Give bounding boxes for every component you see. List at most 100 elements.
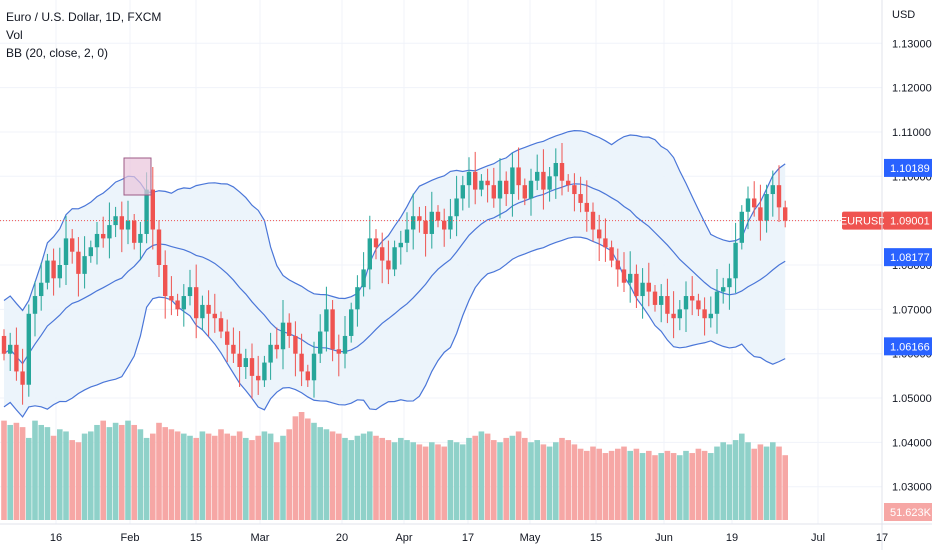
volume-bar: [205, 433, 212, 520]
candle-body: [386, 260, 391, 270]
candle: [776, 165, 782, 222]
volume-bar: [360, 433, 367, 520]
volume-bar: [559, 437, 565, 520]
candle: [299, 333, 304, 387]
volume-bar: [69, 440, 75, 520]
candle: [454, 175, 459, 237]
candle-body: [225, 331, 230, 345]
volume-bar: [484, 433, 491, 520]
candle: [330, 300, 335, 362]
volume-bar: [131, 424, 137, 520]
candle-body: [63, 238, 69, 265]
candle-body: [466, 171, 472, 186]
volume-bar: [503, 437, 509, 520]
candle-body: [783, 207, 788, 221]
candle-body: [32, 296, 38, 314]
volume-bar: [460, 444, 466, 520]
volume-bar: [391, 442, 398, 520]
volume-bar: [1, 420, 7, 520]
candle: [497, 158, 503, 219]
volume-bar: [695, 448, 702, 520]
candle-body: [541, 171, 546, 190]
candle-body: [528, 180, 534, 199]
volume-bar: [106, 427, 113, 520]
time-tick-label: Apr: [395, 532, 412, 544]
symbol-title[interactable]: Euro / U.S. Dollar, 1D, FXCM: [6, 10, 162, 24]
candle-body: [163, 265, 168, 297]
candle: [119, 201, 124, 253]
candle-body: [8, 344, 13, 354]
volume-indicator-label[interactable]: Vol: [6, 28, 23, 42]
candle: [218, 311, 224, 339]
volume-bars: [1, 412, 788, 520]
candle: [274, 327, 279, 359]
candle-body: [82, 256, 87, 274]
volume-bar: [701, 450, 708, 520]
volume-bar: [267, 433, 274, 520]
candle-body: [584, 202, 589, 212]
candle: [57, 247, 62, 288]
volume-bar: [745, 442, 751, 520]
candle: [559, 143, 565, 196]
candle: [634, 264, 639, 309]
volume-bar: [280, 435, 286, 520]
time-axis[interactable]: 16 Feb 15 Mar 20 Apr 17 May 15 Jun 19 Jul 17: [0, 523, 932, 544]
bb-basis-line: [3, 183, 786, 365]
candle: [169, 276, 174, 316]
volume-bar: [298, 412, 305, 520]
volume-bar: [646, 450, 652, 520]
candle-body: [119, 216, 124, 230]
candle: [175, 293, 180, 316]
candle: [578, 176, 583, 213]
candle: [485, 168, 490, 203]
price-tick-label: 1.05000: [892, 393, 932, 405]
candle-body: [132, 220, 137, 243]
price-axis[interactable]: USD1.130001.120001.110001.100001.090001.…: [881, 0, 932, 550]
volume-bar: [515, 431, 522, 520]
candle-body: [696, 300, 701, 310]
candle-body: [51, 260, 56, 279]
candle-body: [262, 362, 267, 381]
chart-overlays: EURUSD: [0, 157, 886, 230]
candle: [696, 293, 701, 316]
bb-basis-label-text: 1.08177: [890, 252, 930, 264]
volume-bar: [243, 437, 249, 520]
volume-bar: [212, 435, 218, 520]
candle-body: [57, 265, 62, 279]
candle-body: [169, 296, 174, 301]
candle-body: [144, 189, 149, 234]
candle: [8, 332, 13, 371]
time-tick-label: 20: [336, 532, 348, 544]
candle: [764, 184, 769, 233]
candle: [404, 212, 410, 253]
highlight-box: [123, 157, 152, 196]
volume-bar: [398, 437, 404, 520]
candle: [82, 236, 87, 289]
candle-body: [727, 278, 732, 288]
volume-bar: [763, 446, 770, 520]
bollinger-indicator-label[interactable]: BB (20, close, 2, 0): [6, 46, 109, 60]
candle-body: [181, 296, 186, 310]
volume-bar: [664, 450, 671, 520]
volume-bar: [174, 431, 181, 520]
candle-body: [752, 198, 757, 208]
candle: [541, 149, 546, 210]
candle-body: [435, 211, 441, 221]
volume-bar: [429, 442, 435, 520]
candle: [181, 284, 186, 327]
volume-bar: [88, 431, 94, 520]
volume-bar: [422, 446, 429, 520]
volume-value-label: 51.623K: [884, 503, 932, 521]
candle: [783, 200, 788, 228]
volume-bar: [751, 448, 757, 520]
candle-body: [417, 216, 422, 221]
volume-bar: [627, 450, 633, 520]
candle-body: [609, 247, 614, 261]
candle: [745, 186, 751, 230]
candle-body: [342, 335, 348, 354]
volume-bar: [292, 416, 299, 520]
volume-bar: [534, 440, 540, 520]
candle: [466, 157, 472, 208]
candle: [609, 240, 614, 268]
